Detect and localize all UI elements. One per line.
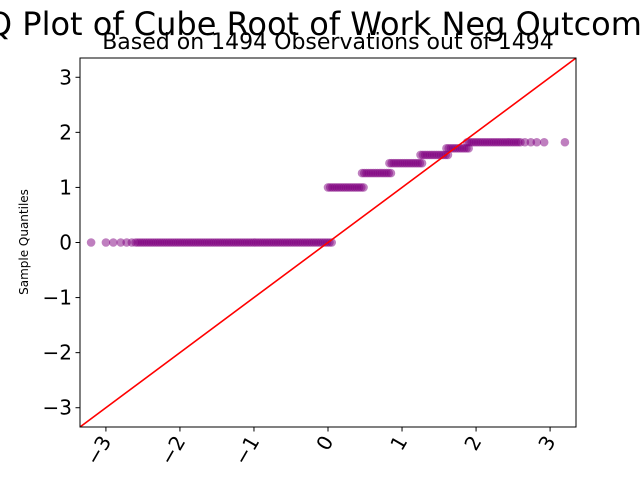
data-point	[109, 238, 118, 247]
data-point	[127, 238, 137, 247]
reference-line	[80, 58, 576, 427]
y-tick-label: 2	[59, 120, 72, 144]
data-point	[539, 137, 549, 147]
x-tick-label: 3	[533, 432, 560, 455]
y-tick-label: −3	[43, 396, 72, 420]
data-point	[532, 137, 542, 147]
data-point	[520, 137, 530, 147]
data-point	[359, 183, 368, 192]
y-axis-label: Sample Quantiles	[17, 189, 31, 295]
y-tick-label: 1	[59, 175, 72, 199]
x-tick-label: 1	[385, 432, 412, 455]
x-tick-label: −1	[229, 432, 265, 470]
x-tick-label: −2	[155, 432, 191, 470]
y-tick-label: 0	[59, 231, 72, 255]
x-tick-label: 2	[459, 432, 486, 455]
data-point	[560, 137, 570, 147]
data-point	[86, 238, 96, 247]
data-point	[386, 168, 396, 178]
data-point	[443, 150, 453, 160]
x-tick-label: 0	[311, 432, 338, 455]
y-tick-label: −1	[43, 286, 72, 310]
data-point	[526, 137, 536, 147]
y-tick-label: 3	[59, 65, 72, 89]
data-point	[101, 238, 111, 247]
chart-subtitle: Based on 1494 Observations out of 1494	[102, 30, 554, 55]
data-point	[116, 238, 126, 247]
y-tick-label: −2	[43, 341, 72, 365]
x-tick-label: −3	[81, 432, 117, 470]
chart-title: QQ Plot of Cube Root of Work Neg Outcome…	[0, 5, 640, 43]
data-points	[86, 137, 570, 247]
plot-area: −3 −2 −1 0 1 2 3 −3 −2 −1 0 1 2 3	[43, 57, 577, 470]
data-point	[417, 158, 427, 168]
